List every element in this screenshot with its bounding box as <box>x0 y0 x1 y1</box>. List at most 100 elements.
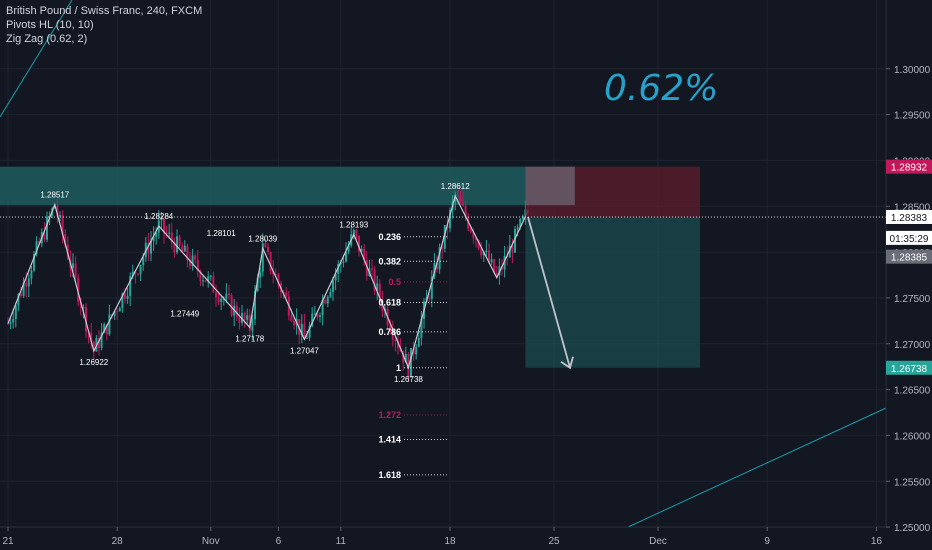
y-tick-label: 1.25000 <box>894 523 931 534</box>
candle-body <box>493 259 496 273</box>
candle-body <box>121 293 124 309</box>
candles <box>7 185 529 381</box>
axis-price-label: 1.28385 <box>891 253 928 264</box>
candle-body <box>480 248 483 256</box>
axis-price-label: 1.28932 <box>891 163 928 174</box>
candle-body <box>168 232 171 234</box>
x-tick-label: 9 <box>764 536 770 547</box>
pivots-indicator-label[interactable]: Pivots HL (10, 10) <box>6 19 94 31</box>
pivot-label: 1.27449 <box>170 310 199 319</box>
candle-body <box>173 241 176 253</box>
candle-body <box>155 232 158 237</box>
y-tick-label: 1.27000 <box>894 340 931 351</box>
candle-body <box>27 278 30 287</box>
candle-body <box>332 280 334 292</box>
pivot-label: 1.28612 <box>441 182 470 191</box>
candle-body <box>246 315 249 320</box>
projection-arrow-line <box>527 216 571 369</box>
zigzag-indicator-label[interactable]: Zig Zag (0.62, 2) <box>6 33 88 45</box>
candle-body <box>243 312 246 320</box>
candle-body <box>33 254 35 271</box>
candle-body <box>108 314 111 335</box>
candle-body <box>22 282 25 296</box>
axis-price-tag <box>886 360 932 375</box>
candle-body <box>511 245 514 253</box>
candle-body <box>215 292 217 298</box>
candle-body <box>274 274 277 276</box>
candle-body <box>394 339 397 342</box>
candle-body <box>363 248 366 260</box>
candle-body <box>254 290 256 320</box>
candle-body <box>9 322 12 324</box>
candle-body <box>290 315 293 322</box>
fib-level-label: 1.414 <box>378 435 401 445</box>
y-tick-label: 1.25500 <box>894 477 931 488</box>
candle-body <box>355 229 358 236</box>
axis-price-label: 1.28383 <box>891 213 928 224</box>
x-tick-label: 18 <box>444 536 456 547</box>
candle-body <box>464 205 467 218</box>
x-tick-label: 28 <box>112 536 124 547</box>
candle-body <box>389 325 392 332</box>
candle-body <box>181 245 184 252</box>
candle-body <box>321 300 324 316</box>
resistance-zone <box>0 166 575 206</box>
candle-body <box>241 312 243 323</box>
candle-body <box>113 311 116 317</box>
candle-body <box>43 232 46 240</box>
candle-body <box>217 297 220 303</box>
candle-body <box>79 302 82 308</box>
candle-body <box>189 260 191 267</box>
candle-body <box>183 245 186 252</box>
zone-overlap <box>525 166 575 206</box>
candle-body <box>311 313 314 326</box>
candle-body <box>196 259 199 272</box>
candle-body <box>378 283 381 300</box>
candle-body <box>334 273 337 281</box>
candle-body <box>150 241 152 254</box>
candle-body <box>202 280 204 282</box>
candle-body <box>56 205 59 217</box>
candle-body <box>77 277 80 303</box>
pivot-label: 1.27047 <box>290 346 319 355</box>
axis-price-label: 1.26738 <box>891 364 928 375</box>
candle-body <box>397 341 399 348</box>
candle-body <box>376 283 379 291</box>
candle-body <box>326 296 329 304</box>
candle-body <box>209 275 212 277</box>
pivot-label: 1.28101 <box>207 229 236 238</box>
candle-body <box>485 250 488 252</box>
candle-body <box>316 313 319 317</box>
symbol-title[interactable]: British Pound / Swiss Franc, 240, FXCM <box>6 5 203 17</box>
candle-body <box>410 348 412 378</box>
y-tick-label: 1.26000 <box>894 431 931 442</box>
candle-body <box>134 271 137 274</box>
candle-body <box>46 216 48 240</box>
candle-body <box>207 276 210 282</box>
fib-level-label: 0.236 <box>378 232 401 242</box>
axis-price-tag <box>886 159 932 174</box>
candle-body <box>521 215 524 220</box>
x-tick-label: 11 <box>336 536 347 547</box>
candle-body <box>285 292 288 297</box>
candle-body <box>98 337 100 348</box>
candle-body <box>116 311 119 313</box>
candle-body <box>433 262 436 277</box>
pivot-label: 1.27178 <box>235 334 264 343</box>
x-tick-label: 25 <box>548 536 560 547</box>
x-tick-label: 21 <box>2 536 14 547</box>
pivot-label: 1.28039 <box>248 235 277 244</box>
candle-body <box>420 318 423 338</box>
fib-level-label: 0.618 <box>378 298 401 308</box>
candle-body <box>264 243 267 247</box>
candle-body <box>477 240 480 249</box>
pivot-label: 1.26738 <box>394 375 423 384</box>
candle-body <box>488 250 490 263</box>
candle-body <box>345 251 347 262</box>
pivot-label: 1.28517 <box>40 191 69 200</box>
candle-body <box>428 297 431 299</box>
candle-body <box>176 236 178 253</box>
candle-body <box>360 248 363 252</box>
candle-body <box>137 273 139 275</box>
